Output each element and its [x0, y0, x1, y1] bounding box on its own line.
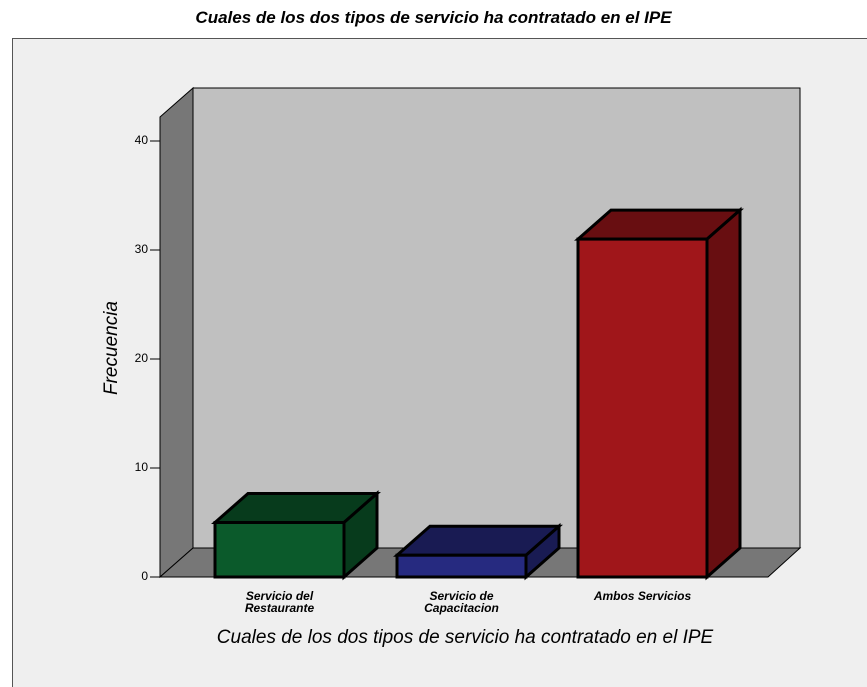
y-tick-label: 40	[135, 133, 149, 147]
x-tick-label: Servicio de Capacitacion	[424, 589, 499, 615]
y-axis-label: Frecuencia	[101, 301, 122, 395]
x-tick-label: Ambos Servicios	[593, 589, 692, 603]
x-tick-label: Servicio del Restaurante	[244, 589, 315, 615]
y-tick-label: 30	[135, 242, 149, 256]
y-tick-label: 20	[135, 351, 149, 365]
bar	[395, 553, 528, 579]
side-wall	[159, 86, 194, 579]
bar	[576, 237, 709, 579]
y-tick-label: 10	[135, 460, 149, 474]
x-axis-label: Cuales de los dos tipos de servicio ha c…	[216, 627, 714, 648]
y-tick-label: 0	[141, 569, 148, 583]
bar	[213, 521, 346, 579]
bar-side	[705, 206, 742, 581]
chart-title: Cuales de los dos tipos de servicio ha c…	[195, 8, 672, 27]
